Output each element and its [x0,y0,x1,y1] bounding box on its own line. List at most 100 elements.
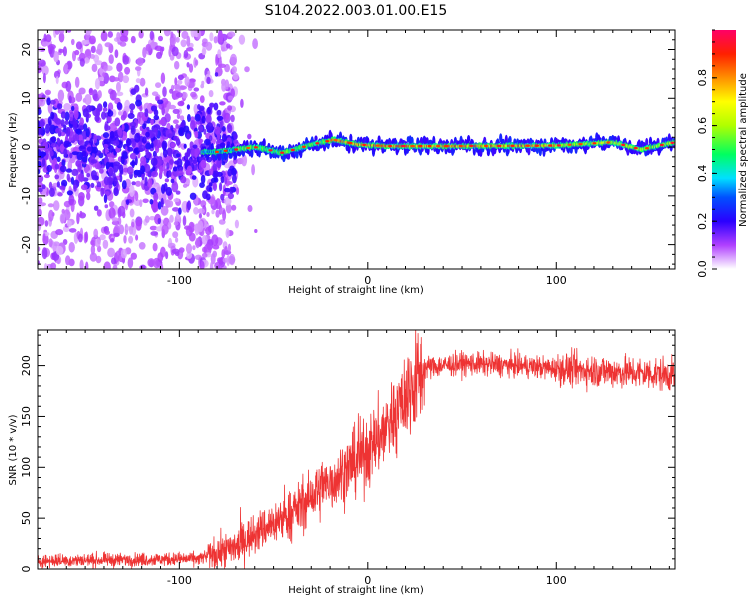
heatmap-cell [45,149,49,160]
heatmap-cell [99,234,106,241]
heatmap-cell [84,30,92,36]
heatmap-cell [215,150,219,154]
heatmap-cell [209,32,214,42]
heatmap-cell [38,127,44,135]
heatmap-cell [65,80,72,92]
heatmap-cell [173,221,179,226]
heatmap-cell [145,142,152,150]
heatmap-cell [159,263,164,269]
heatmap-cell [199,95,205,103]
heatmap-cell [120,114,126,121]
heatmap-cell [86,192,91,201]
heatmap-cell [217,49,222,59]
heatmap-cell [444,144,449,148]
heatmap-cell [119,174,123,183]
heatmap-cell [41,94,46,99]
heatmap-cell [167,200,174,208]
heatmap-y-axis-label: Frequency (Hz) [8,112,19,188]
heatmap-cell [150,105,158,112]
heatmap-cell [46,164,52,173]
heatmap-cell [232,72,239,81]
heatmap-cell [233,139,239,144]
snr-y-axis-label: SNR (10 * v/v) [8,414,19,485]
heatmap-cell [186,47,194,52]
heatmap-cell [47,116,52,126]
heatmap-cell [136,57,144,67]
heatmap-cell [177,79,183,85]
heatmap-cell [118,224,125,235]
heatmap-cell [94,78,101,90]
heatmap-cell [150,41,158,46]
heatmap-cell [201,235,208,245]
heatmap-cell [164,178,170,183]
heatmap-cell [262,138,266,148]
heatmap-cell [175,138,181,146]
heatmap-cell [78,173,85,182]
y-tick-label: 0 [20,566,33,573]
heatmap-cell [205,41,213,51]
heatmap-cell [113,232,120,237]
heatmap-cell [129,185,135,197]
heatmap-cell [208,90,214,98]
heatmap-cell [42,141,48,152]
x-tick-label: -100 [167,574,192,587]
heatmap-cell [109,89,117,101]
heatmap-cell [129,208,135,218]
heatmap-cell [74,49,80,56]
heatmap-cell [76,151,83,161]
heatmap-cell [161,224,169,235]
heatmap-cell [127,146,134,152]
heatmap-cell [86,173,91,178]
heatmap-cell [91,174,99,181]
heatmap-cell [64,120,69,125]
heatmap-cell [215,209,220,218]
heatmap-cell [39,151,47,157]
heatmap-cell [65,126,71,137]
heatmap-cell [150,157,158,166]
heatmap-cell [175,237,179,243]
heatmap-cell [175,190,181,195]
heatmap-cell [139,105,143,112]
heatmap-cell [659,143,664,147]
heatmap-cell [46,97,51,106]
heatmap-cell [100,187,105,197]
heatmap-cell [71,168,79,176]
heatmap-cell [222,209,227,221]
heatmap-cell [231,204,237,211]
heatmap-cell [183,50,189,59]
heatmap-cell [109,131,115,139]
heatmap-cell [145,148,150,159]
heatmap-cell [102,239,109,249]
heatmap-cell [160,197,164,208]
y-tick-label: -10 [20,187,33,205]
heatmap-cell [315,142,320,145]
heatmap-cell [77,163,82,172]
heatmap-cell [73,110,79,120]
colorbar-tick-label: 0.4 [696,165,709,183]
heatmap-cell [175,123,179,129]
heatmap-cell [89,54,95,59]
heatmap-cell [174,77,178,86]
heatmap-cell [205,114,212,124]
heatmap-cell [48,181,53,189]
heatmap-cell [567,143,572,146]
colorbar-ticks: 0.0 0.2 0.4 0.6 0.8 [696,29,717,278]
heatmap-cell [183,143,187,149]
heatmap-cell [103,143,109,149]
heatmap-cell [44,220,49,227]
heatmap-cell [233,133,238,140]
x-tick-label: 0 [364,274,371,287]
heatmap-cell [123,235,127,244]
heatmap-cell [149,225,158,231]
heatmap-cell [212,244,220,250]
heatmap-cell [184,225,191,230]
heatmap-cell [219,182,223,192]
heatmap-cell [221,82,227,92]
heatmap-cell [104,146,108,155]
heatmap-cell [191,175,197,180]
heatmap-cell [92,89,98,101]
heatmap-cell [54,30,60,35]
colorbar-scale [712,30,736,269]
heatmap-cell [192,144,198,149]
heatmap-cell [171,46,179,57]
